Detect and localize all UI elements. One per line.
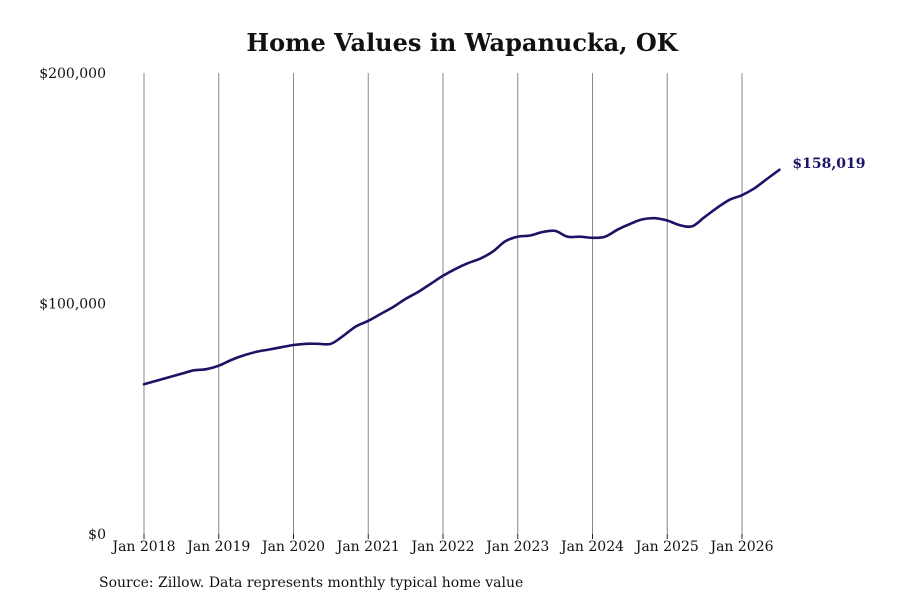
gridlines xyxy=(143,73,743,534)
x-tick-label: Jan 2024 xyxy=(559,539,624,555)
x-tick-label: Jan 2021 xyxy=(335,539,400,555)
x-tick-label: Jan 2020 xyxy=(260,539,325,555)
series-line xyxy=(142,168,781,386)
x-tick-label: Jan 2018 xyxy=(110,539,175,555)
x-axis-ticks: Jan 2018 Jan 2019 Jan 2020 Jan 2021 Jan 2022… xyxy=(110,534,774,555)
chart-title: Home Values in Wapanucka, OK xyxy=(246,28,678,57)
x-tick-label: Jan 2023 xyxy=(484,539,549,555)
x-tick-label: Jan 2025 xyxy=(634,539,699,555)
source-note: Source: Zillow. Data represents monthly … xyxy=(99,575,523,591)
y-axis-ticks: $0 $100,000 $200,000 xyxy=(39,66,106,543)
x-tick-label: Jan 2026 xyxy=(708,539,773,555)
x-tick-label: Jan 2022 xyxy=(409,539,474,555)
end-value-label: $158,019 xyxy=(792,156,865,172)
x-tick-label: Jan 2019 xyxy=(185,539,250,555)
y-tick-label: $0 xyxy=(88,527,106,543)
y-tick-label: $200,000 xyxy=(39,66,106,82)
y-tick-label: $100,000 xyxy=(39,297,106,313)
